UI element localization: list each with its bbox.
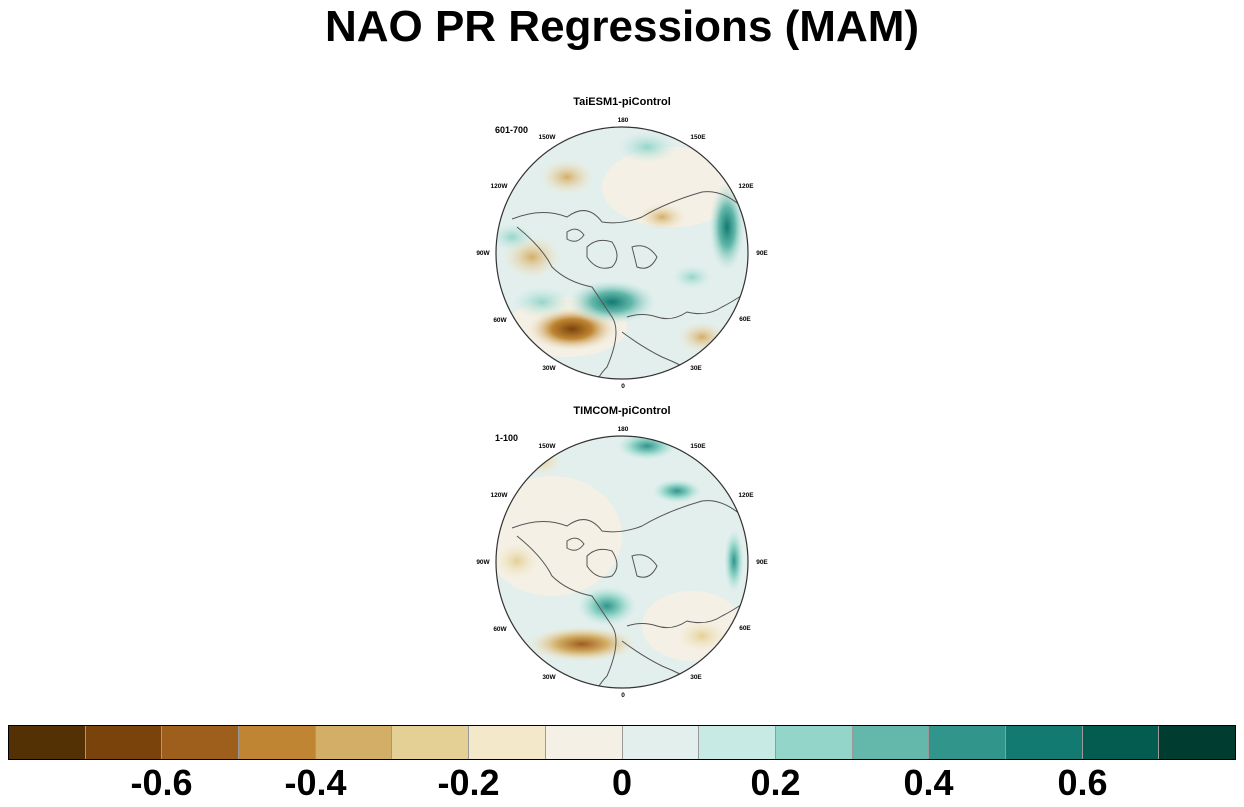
polar-map-taiesm1: 180 150E 120E 90E 60E 30E 0 30W 60W 90W … (476, 117, 768, 390)
lon-label: 90E (756, 250, 768, 257)
colorbar-box (1159, 726, 1235, 759)
precip-field-taiesm1 (496, 127, 748, 379)
longitude-labels-taiesm1: 180 150E 120E 90E 60E 30E 0 30W 60W 90W … (476, 117, 768, 390)
colorbar-box (929, 726, 1006, 759)
lon-label: 60E (739, 316, 751, 323)
panel-years-taiesm1: 601-700 (495, 125, 529, 135)
lon-label: 30W (542, 365, 556, 372)
lon-label: 90W (476, 559, 490, 566)
map-boundary-taiesm1 (495, 126, 749, 380)
colorbar-box (392, 726, 470, 759)
colorbar-label: 0.2 (750, 762, 801, 803)
colorbar-label: 0 (611, 762, 633, 803)
figure-title: NAO PR Regressions (MAM) (324, 2, 920, 51)
colorbar-box (1082, 726, 1160, 759)
lon-label: 0 (621, 692, 625, 699)
colorbar-box (162, 726, 240, 759)
colorbar-label: -0.4 (284, 762, 347, 803)
lon-label: 150W (539, 134, 557, 141)
lon-label: 60W (493, 626, 507, 633)
lon-label: 120W (491, 183, 509, 190)
colorbar-box (315, 726, 393, 759)
lon-label: 150W (539, 443, 557, 450)
colorbar-box (9, 726, 86, 759)
lon-label: 30E (690, 674, 702, 681)
colorbar-box (239, 726, 316, 759)
map-boundary-timcom (495, 435, 749, 689)
lon-label: 120W (491, 492, 509, 499)
colorbar-box (469, 726, 546, 759)
lon-label: 120E (738, 183, 754, 190)
colorbar-box (545, 726, 623, 759)
lon-label: 150E (690, 443, 706, 450)
longitude-labels-timcom: 180 150E 120E 90E 60E 30E 0 30W 60W 90W … (476, 426, 768, 699)
lon-label: 150E (690, 134, 706, 141)
lon-label: 90E (756, 559, 768, 566)
colorbar (8, 725, 1236, 760)
lon-label: 30E (690, 365, 702, 372)
colorbar-box (699, 726, 776, 759)
lon-label: 180 (618, 117, 629, 124)
colorbar-box (85, 726, 163, 759)
colorbar-label: -0.6 (130, 762, 193, 803)
lon-label: 60E (739, 625, 751, 632)
polar-map-timcom: 180 150E 120E 90E 60E 30E 0 30W 60W 90W … (476, 426, 768, 699)
panel-title-timcom: TIMCOM-piControl (573, 405, 671, 417)
colorbar-box (1005, 726, 1083, 759)
colorbar-label: 0.6 (1057, 762, 1108, 803)
colorbar-box (852, 726, 930, 759)
colorbar-label: 0.4 (903, 762, 954, 803)
coastlines-taiesm1 (511, 191, 748, 379)
colorbar-label: -0.2 (437, 762, 500, 803)
lon-label: 120E (738, 492, 754, 499)
lon-label: 180 (618, 426, 629, 433)
lon-label: 0 (621, 383, 625, 390)
colorbar-box (775, 726, 853, 759)
panel-title-taiesm1: TaiESM1-piControl (573, 96, 671, 108)
colorbar-box (622, 726, 700, 759)
panel-years-timcom: 1-100 (495, 433, 519, 443)
lon-label: 30W (542, 674, 556, 681)
lon-label: 60W (493, 317, 507, 324)
precip-field-timcom (496, 436, 748, 688)
lon-label: 90W (476, 250, 490, 257)
